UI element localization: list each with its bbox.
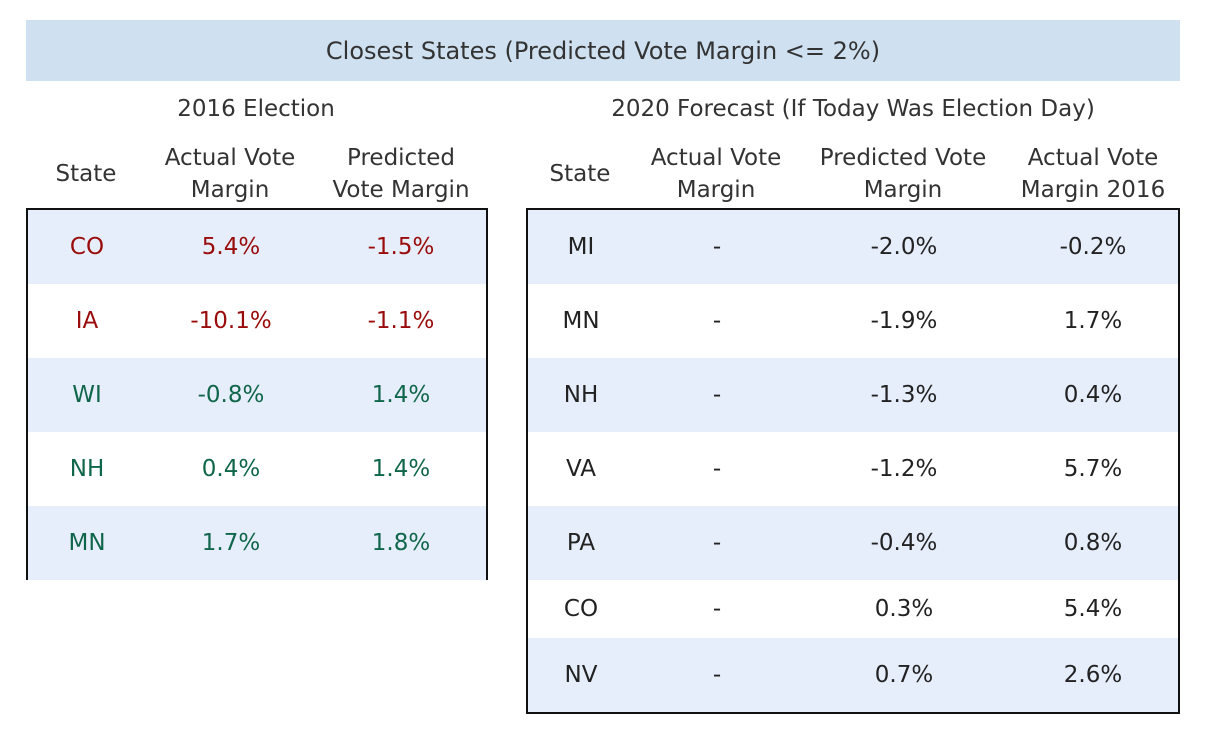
left-header-state: State [55,161,117,187]
cell-actual: - [712,234,722,260]
table-row: NH - -1.3% 0.4% [528,358,1178,432]
cell-actual: - [712,308,722,334]
cell-actual: - [712,662,722,688]
cell-state: PA [566,530,596,556]
page-title: Closest States (Predicted Vote Margin <=… [325,36,881,65]
page-title-banner: Closest States (Predicted Vote Margin <=… [26,20,1180,81]
left-header-predicted: Predicted Vote Margin [332,145,470,203]
table-row: MN 1.7% 1.8% [28,506,486,580]
right-header-actual-2016: Actual Vote Margin 2016 [1020,145,1166,203]
cell-state: MN [562,308,600,334]
table-row: CO 5.4% -1.5% [28,210,486,284]
cell-state: NH [563,382,599,408]
table-row: PA - -0.4% 0.8% [528,506,1178,580]
cell-predicted: 1.8% [371,530,431,556]
table-row: MN - -1.9% 1.7% [528,284,1178,358]
cell-predicted: 0.7% [874,662,934,688]
table-row: VA - -1.2% 5.7% [528,432,1178,506]
table-row: IA -10.1% -1.1% [28,284,486,358]
cell-actual: - [712,456,722,482]
right-section-title: 2020 Forecast (If Today Was Election Day… [611,96,1095,122]
cell-state: MI [567,234,595,260]
cell-actual: - [712,596,722,622]
cell-actual2016: 1.7% [1063,308,1123,334]
cell-actual: - [712,382,722,408]
cell-predicted: -2.0% [870,234,938,260]
table-row: MI - -2.0% -0.2% [528,210,1178,284]
right-header-predicted: Predicted Vote Margin [819,145,987,203]
cell-predicted: -1.3% [870,382,938,408]
cell-actual: 1.7% [201,530,261,556]
cell-actual2016: -0.2% [1059,234,1127,260]
cell-actual: 0.4% [201,456,261,482]
cell-predicted: -0.4% [870,530,938,556]
cell-actual: - [712,530,722,556]
cell-actual2016: 2.6% [1063,662,1123,688]
cell-state: MN [68,530,106,556]
cell-actual2016: 5.7% [1063,456,1123,482]
cell-state: IA [75,308,99,334]
cell-predicted: -1.5% [367,234,435,260]
cell-actual2016: 5.4% [1063,596,1123,622]
left-section-title: 2016 Election [177,96,335,122]
right-table: MI - -2.0% -0.2% MN - -1.9% 1.7% NH - -1.3% 0.4% VA -… [526,208,1180,714]
cell-predicted: 1.4% [371,382,431,408]
cell-predicted: 0.3% [874,596,934,622]
left-header-actual: Actual Vote Margin [164,145,296,203]
table-row: NH 0.4% 1.4% [28,432,486,506]
cell-state: CO [563,596,599,622]
cell-predicted: -1.1% [367,308,435,334]
cell-actual2016: 0.8% [1063,530,1123,556]
cell-state: NH [69,456,105,482]
cell-predicted: -1.2% [870,456,938,482]
right-header-state: State [549,161,611,187]
cell-actual2016: 0.4% [1063,382,1123,408]
table-row: NV - 0.7% 2.6% [528,638,1178,712]
cell-state: NV [564,662,598,688]
cell-state: CO [69,234,105,260]
cell-predicted: -1.9% [870,308,938,334]
cell-actual: 5.4% [201,234,261,260]
cell-actual: -0.8% [197,382,265,408]
cell-actual: -10.1% [190,308,272,334]
cell-predicted: 1.4% [371,456,431,482]
left-table: CO 5.4% -1.5% IA -10.1% -1.1% WI -0.8% 1.4% NH 0.4… [26,208,488,580]
table-row: CO - 0.3% 5.4% [528,580,1178,638]
table-row: WI -0.8% 1.4% [28,358,486,432]
cell-state: VA [566,456,596,482]
cell-state: WI [72,382,102,408]
right-header-actual: Actual Vote Margin [650,145,782,203]
